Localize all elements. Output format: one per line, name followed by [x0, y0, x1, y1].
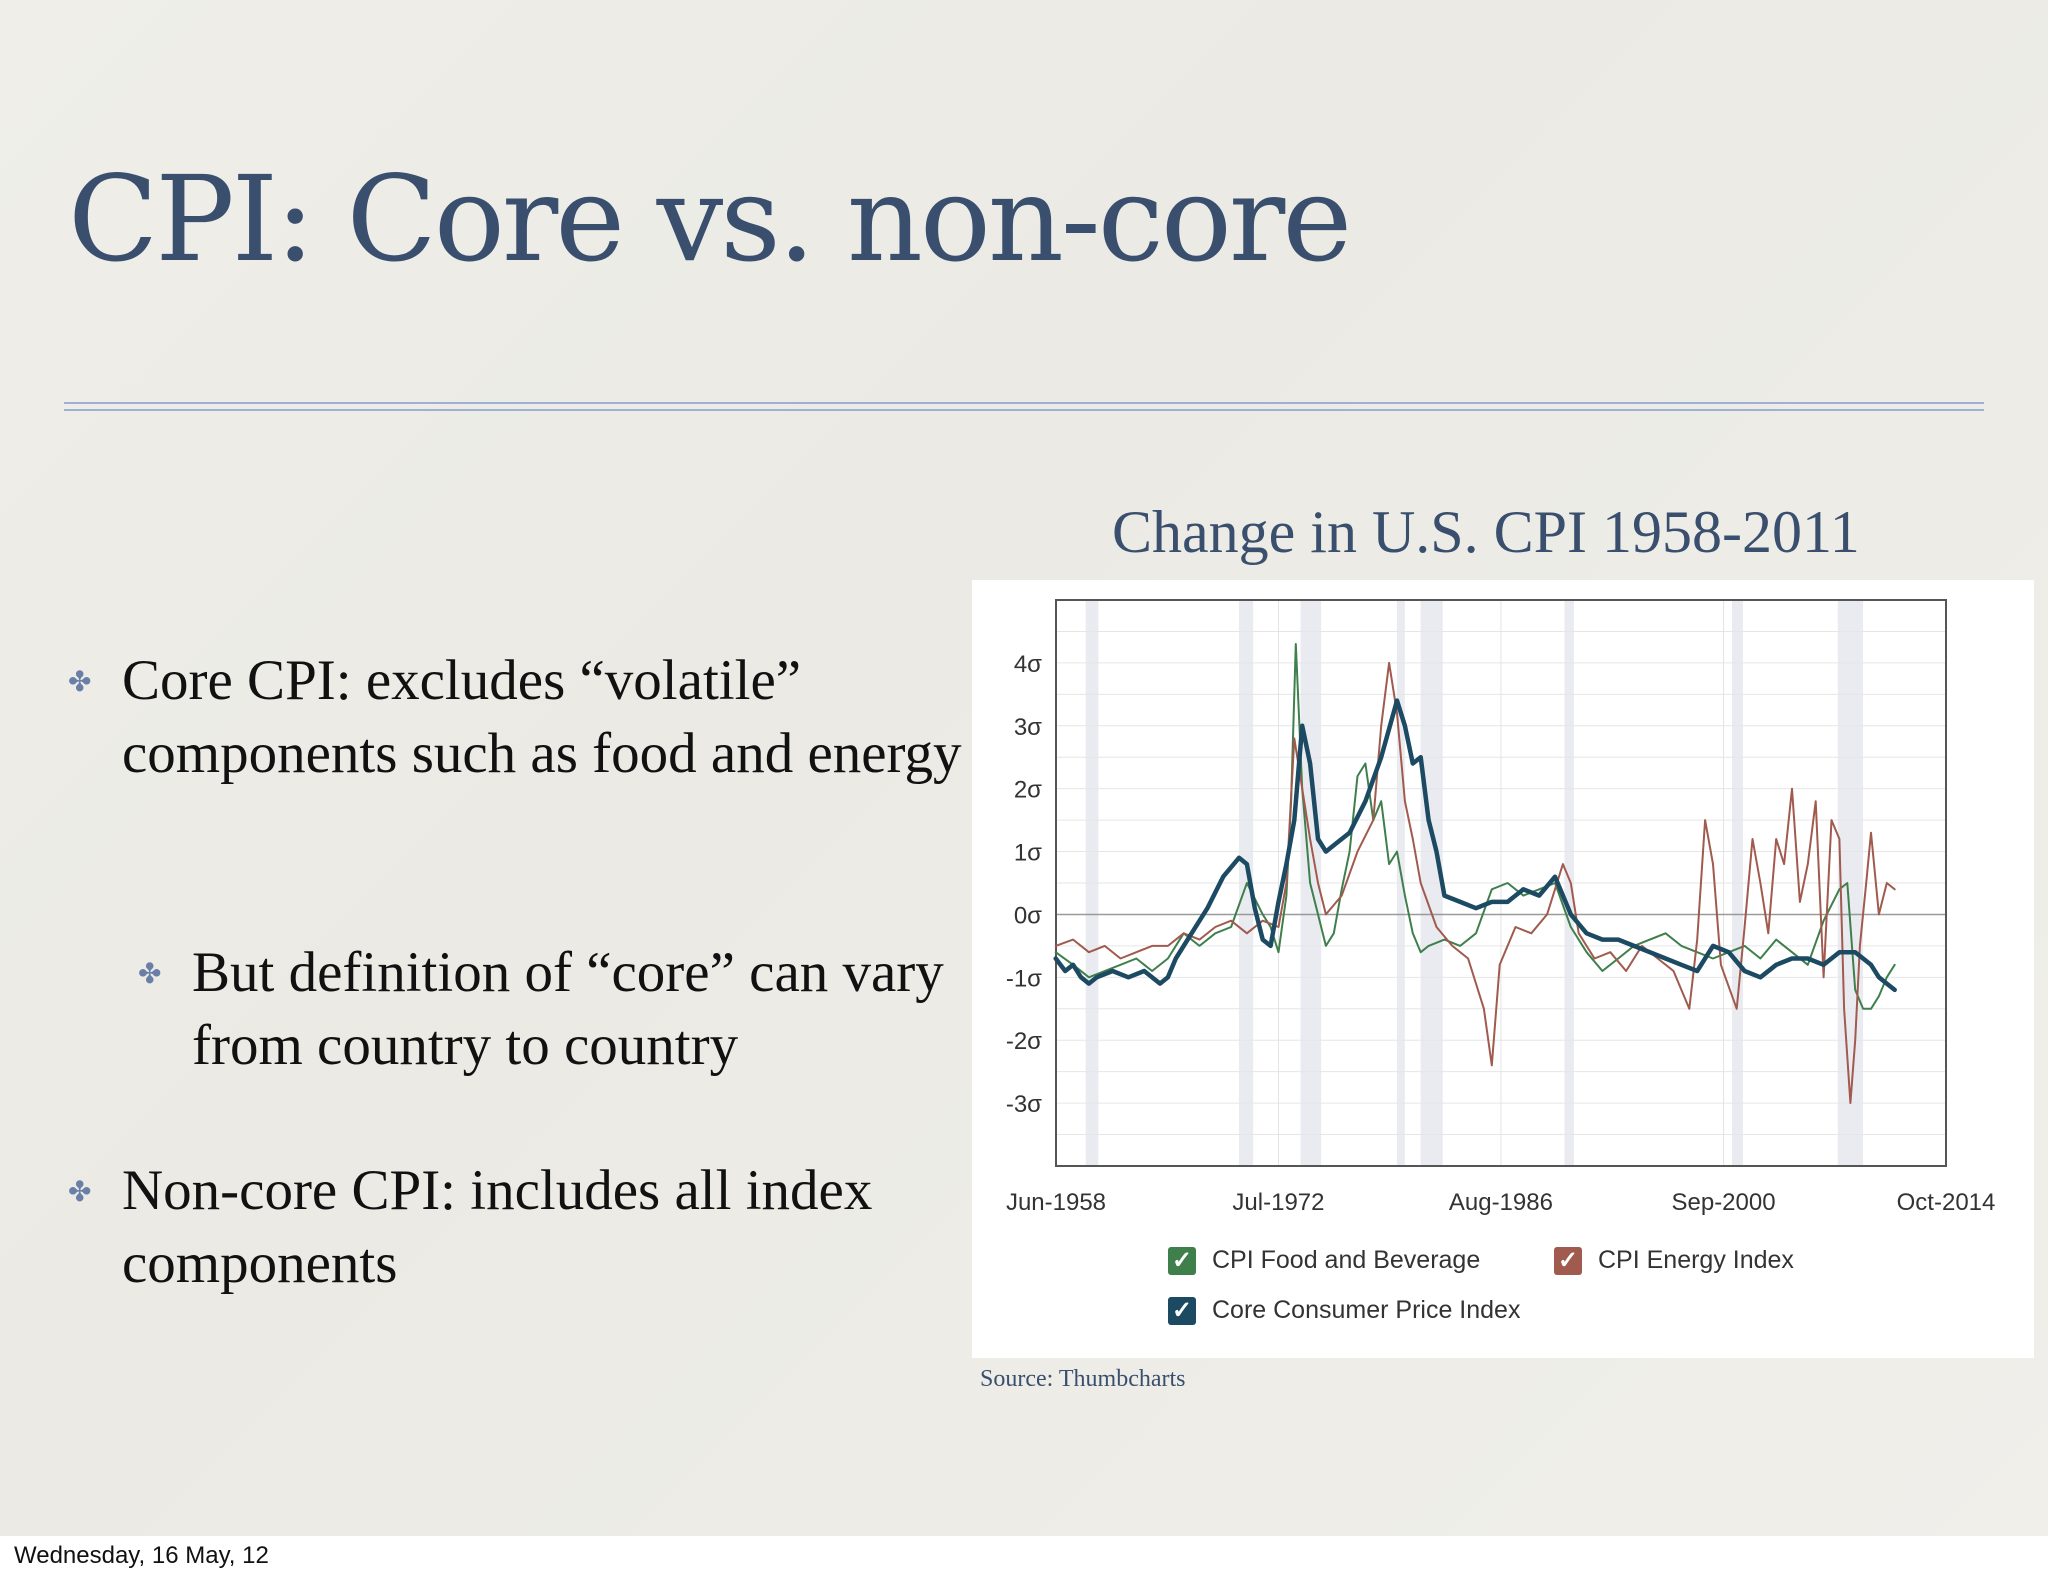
bullet-text: Core CPI: excludes “volatile” components…: [122, 649, 962, 785]
legend-food-beverage[interactable]: ✓ CPI Food and Beverage: [1168, 1246, 1481, 1276]
legend-label: CPI Food and Beverage: [1212, 1246, 1481, 1274]
title-divider-top: [64, 402, 1984, 404]
bullet-text: Non-core CPI: includes all index compone…: [122, 1159, 873, 1295]
footer-bar: Wednesday, 16 May, 12: [0, 1536, 2048, 1576]
plot-frame: [1055, 599, 1947, 1167]
series-line: [1054, 643, 1896, 1010]
check-icon[interactable]: ✓: [1168, 1247, 1196, 1276]
legend-energy-index[interactable]: ✓ CPI Energy Index: [1554, 1246, 1794, 1276]
slide-title: CPI: Core vs. non-core: [68, 150, 1352, 288]
series-line: [1053, 698, 1897, 993]
y-tick-label: -2σ: [1006, 1028, 1042, 1055]
y-tick-label: -1σ: [1006, 965, 1042, 992]
legend-core-cpi[interactable]: ✓ Core Consumer Price Index: [1168, 1296, 1521, 1326]
x-tick-label: Jun-1958: [1006, 1189, 1106, 1216]
series-line: [1054, 661, 1896, 1105]
legend-label: CPI Energy Index: [1598, 1246, 1794, 1274]
bullet-star-icon: ✤: [68, 667, 92, 698]
y-tick-label: 0σ: [1014, 902, 1042, 929]
cpi-chart-svg: 4σ 3σ 2σ 1σ 0σ -1σ -2σ -3σ Jun-1958 Jul-1972 Aug-1…: [1006, 599, 1996, 1216]
check-icon[interactable]: ✓: [1168, 1297, 1196, 1326]
footer-date: Wednesday, 16 May, 12: [14, 1542, 269, 1569]
bullet-star-icon: ✤: [138, 959, 162, 990]
bullet-text: But definition of “core” can vary from c…: [192, 941, 944, 1077]
x-tick-label: Aug-1986: [1449, 1189, 1553, 1216]
legend-label: Core Consumer Price Index: [1212, 1296, 1521, 1324]
y-tick-label: 4σ: [1014, 651, 1042, 678]
y-tick-label: 1σ: [1014, 840, 1042, 867]
x-tick-label: Sep-2000: [1671, 1189, 1775, 1216]
bullet-star-icon: ✤: [68, 1177, 92, 1208]
chart-heading: Change in U.S. CPI 1958-2011: [1112, 499, 1860, 565]
chart-source: Source: Thumbcharts: [980, 1366, 1186, 1392]
y-tick-label: -3σ: [1006, 1091, 1042, 1118]
check-icon[interactable]: ✓: [1554, 1247, 1582, 1276]
y-tick-label: 2σ: [1014, 777, 1042, 804]
x-tick-label: Jul-1972: [1232, 1189, 1324, 1216]
y-tick-label: 3σ: [1014, 714, 1042, 741]
cpi-chart: 4σ 3σ 2σ 1σ 0σ -1σ -2σ -3σ Jun-1958 Jul-1972 Aug-1…: [972, 580, 2034, 1358]
x-tick-label: Oct-2014: [1897, 1189, 1996, 1216]
title-divider-bottom: [64, 409, 1984, 411]
